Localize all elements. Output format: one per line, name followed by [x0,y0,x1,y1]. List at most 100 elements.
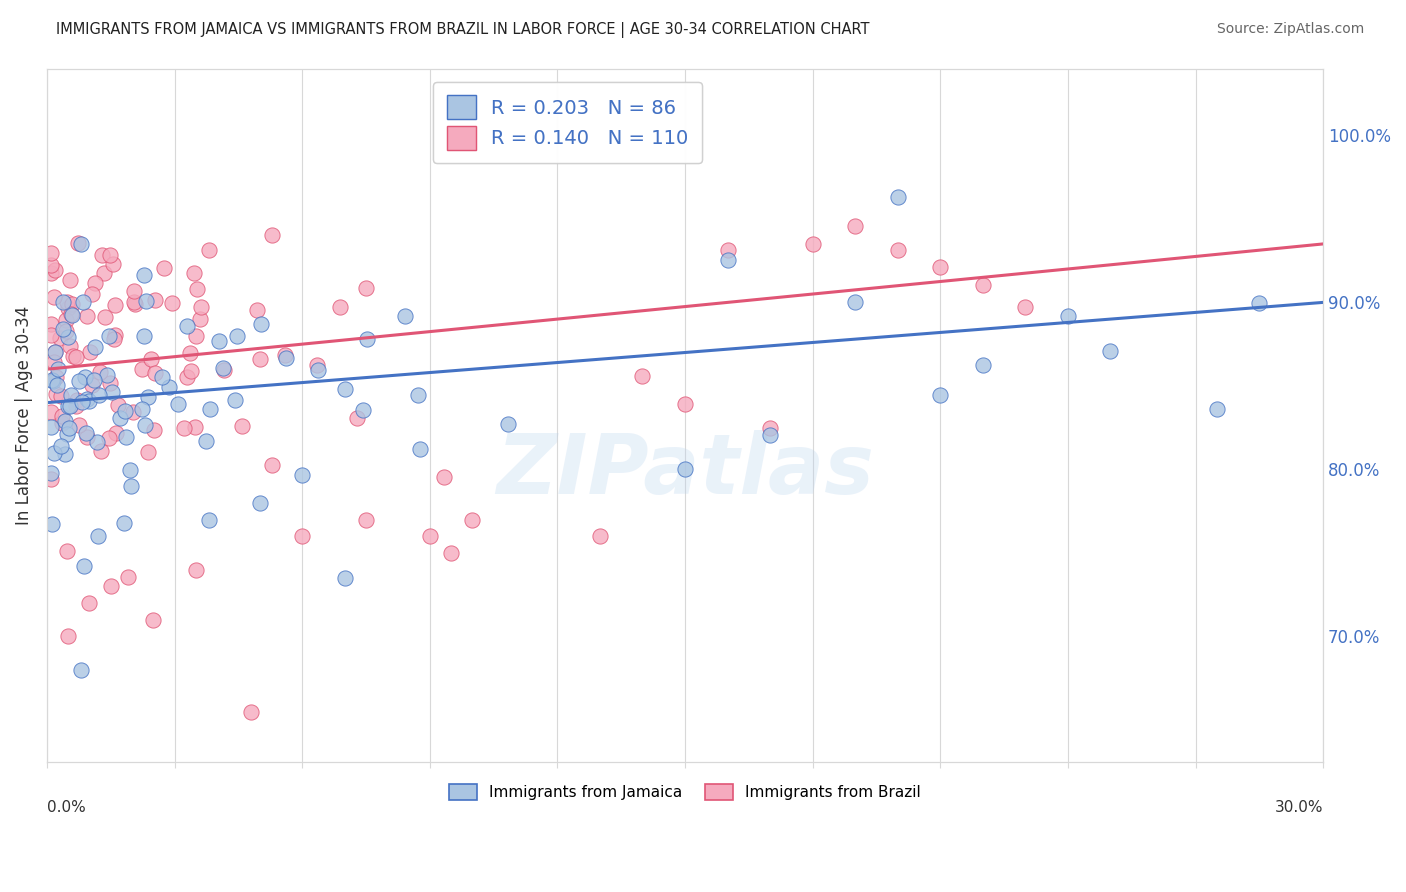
Point [354,281,377,295]
Point [131,362,153,376]
Point [52,295,75,310]
Point [433,469,456,483]
Point [122,294,145,309]
Point [108,410,131,425]
Point [225,329,247,343]
Point [801,237,824,252]
Point [329,300,352,314]
Point [200,401,222,416]
Point [122,405,145,419]
Point [408,388,430,402]
Point [589,529,612,543]
Point [51,416,73,430]
Point [39,327,62,342]
Point [716,244,738,258]
Point [55,324,77,338]
Point [59,273,82,287]
Point [51,409,73,424]
Point [122,284,145,298]
Point [83,373,105,387]
Point [72,559,94,574]
Point [84,276,107,290]
Point [98,376,121,390]
Point [249,317,271,331]
Point [94,310,117,325]
Point [104,328,127,343]
Point [75,426,97,441]
Legend: R = 0.203   N = 86, R = 0.140   N = 110: R = 0.203 N = 86, R = 0.140 N = 110 [433,82,703,163]
Point [76,392,98,407]
Point [59,307,82,321]
Point [76,309,98,323]
Point [39,472,62,486]
Point [39,246,62,260]
Text: 30.0%: 30.0% [1275,800,1323,815]
Point [103,332,125,346]
Point [356,332,378,346]
Point [55,427,77,442]
Point [197,512,219,526]
Point [291,529,314,543]
Point [249,352,271,367]
Point [886,190,908,204]
Point [194,434,217,448]
Point [41,373,63,387]
Point [44,345,66,359]
Point [307,363,329,377]
Text: 0.0%: 0.0% [46,800,86,815]
Point [844,294,866,309]
Point [231,419,253,434]
Point [39,466,62,480]
Point [716,253,738,268]
Point [176,370,198,384]
Point [333,571,356,585]
Point [408,442,430,457]
Point [886,244,908,258]
Point [1249,296,1271,310]
Point [1014,300,1036,314]
Point [249,496,271,510]
Point [62,349,84,363]
Point [67,374,90,388]
Point [132,268,155,283]
Point [972,358,994,372]
Point [56,543,79,558]
Point [89,365,111,379]
Point [42,374,65,388]
Point [97,329,120,343]
Point [58,399,80,413]
Point [39,420,62,434]
Point [929,388,952,402]
Point [70,395,93,409]
Point [41,516,63,531]
Point [440,546,463,560]
Point [84,340,107,354]
Point [66,393,89,408]
Point [291,468,314,483]
Point [160,295,183,310]
Point [67,417,90,432]
Point [86,434,108,449]
Point [335,383,357,397]
Point [100,579,122,593]
Point [114,404,136,418]
Point [59,399,82,413]
Point [60,308,83,322]
Point [212,363,235,377]
Point [39,317,62,331]
Point [184,420,207,434]
Point [45,378,67,392]
Point [461,512,484,526]
Point [77,394,100,409]
Point [173,420,195,434]
Point [91,248,114,262]
Point [66,235,89,250]
Point [354,512,377,526]
Point [80,378,103,392]
Point [972,278,994,293]
Point [98,248,121,262]
Point [190,300,212,314]
Text: IMMIGRANTS FROM JAMAICA VS IMMIGRANTS FROM BRAZIL IN LABOR FORCE | AGE 30-34 COR: IMMIGRANTS FROM JAMAICA VS IMMIGRANTS FR… [56,22,870,38]
Point [246,302,269,317]
Point [759,421,782,435]
